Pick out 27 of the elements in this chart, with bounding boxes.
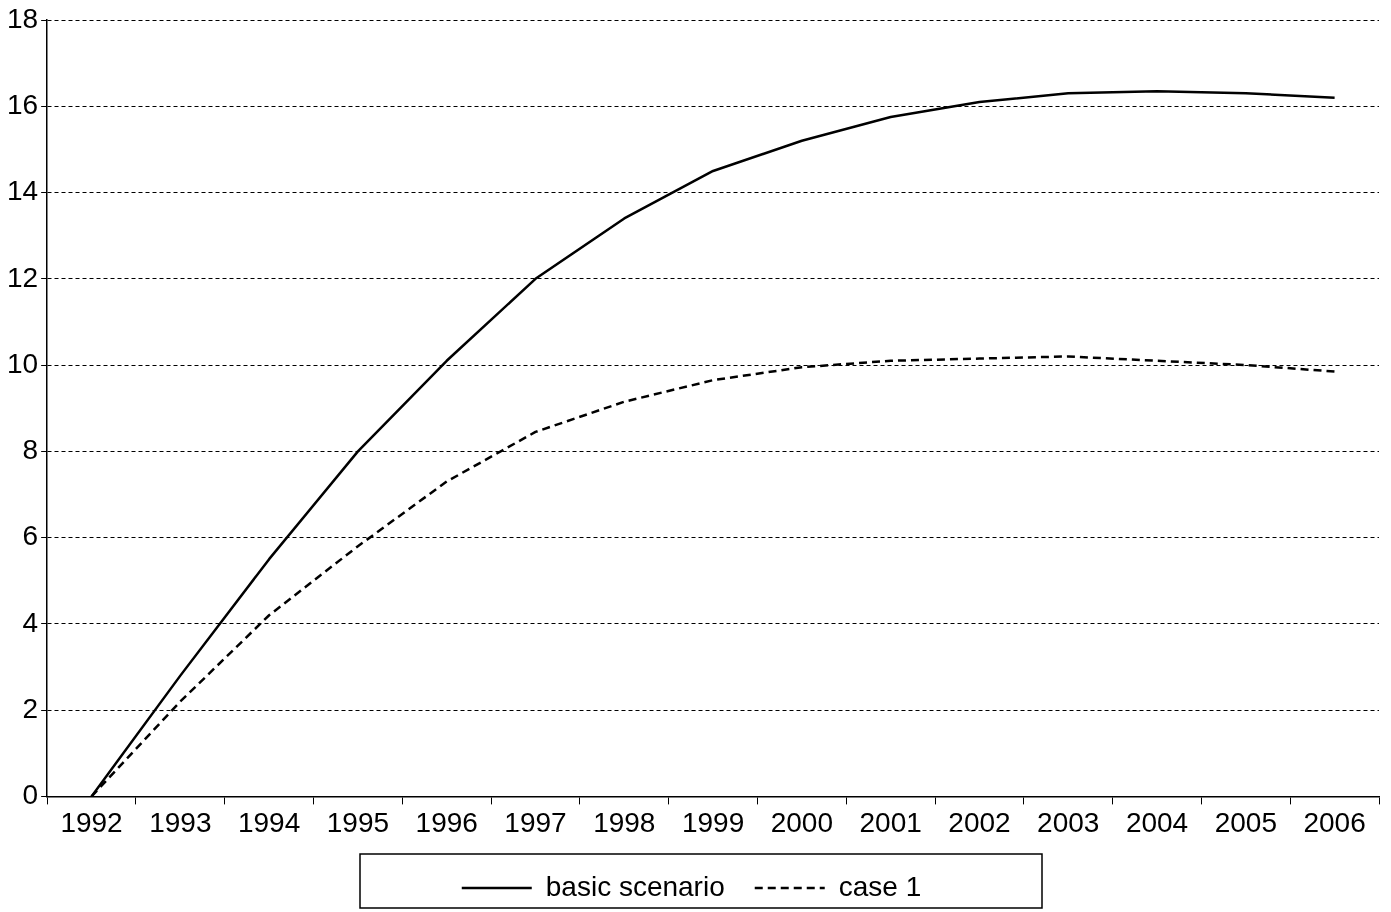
y-tick-label: 12 xyxy=(6,261,39,293)
y-tick-label: 14 xyxy=(6,175,39,207)
x-tick-label: 2004 xyxy=(1125,806,1189,838)
y-tick-label: 8 xyxy=(22,434,39,466)
y-tick-label: 4 xyxy=(22,606,39,638)
x-tick-label: 1994 xyxy=(237,806,301,838)
y-tick-label: 0 xyxy=(22,779,39,811)
legend-label: basic scenario xyxy=(545,870,725,902)
y-tick-label: 6 xyxy=(22,520,39,552)
x-tick-label: 1999 xyxy=(681,806,745,838)
x-tick-label: 2003 xyxy=(1037,806,1100,838)
x-tick-label: 2002 xyxy=(948,806,1011,838)
x-tick-label: 1998 xyxy=(593,806,656,838)
y-tick-label: 18 xyxy=(6,2,39,34)
x-tick-label: 2001 xyxy=(859,806,922,838)
x-tick-label: 1995 xyxy=(326,806,390,838)
x-tick-label: 1996 xyxy=(415,806,478,838)
x-tick-label: 1992 xyxy=(60,806,123,838)
y-tick-label: 2 xyxy=(22,692,39,724)
y-tick-label: 10 xyxy=(6,347,39,379)
x-tick-label: 1997 xyxy=(504,806,567,838)
x-tick-label: 2006 xyxy=(1303,806,1366,838)
x-tick-label: 2000 xyxy=(770,806,834,838)
y-tick-label: 16 xyxy=(6,88,39,120)
legend-label: case 1 xyxy=(838,870,922,902)
x-tick-label: 1993 xyxy=(149,806,212,838)
x-tick-label: 2005 xyxy=(1214,806,1277,838)
